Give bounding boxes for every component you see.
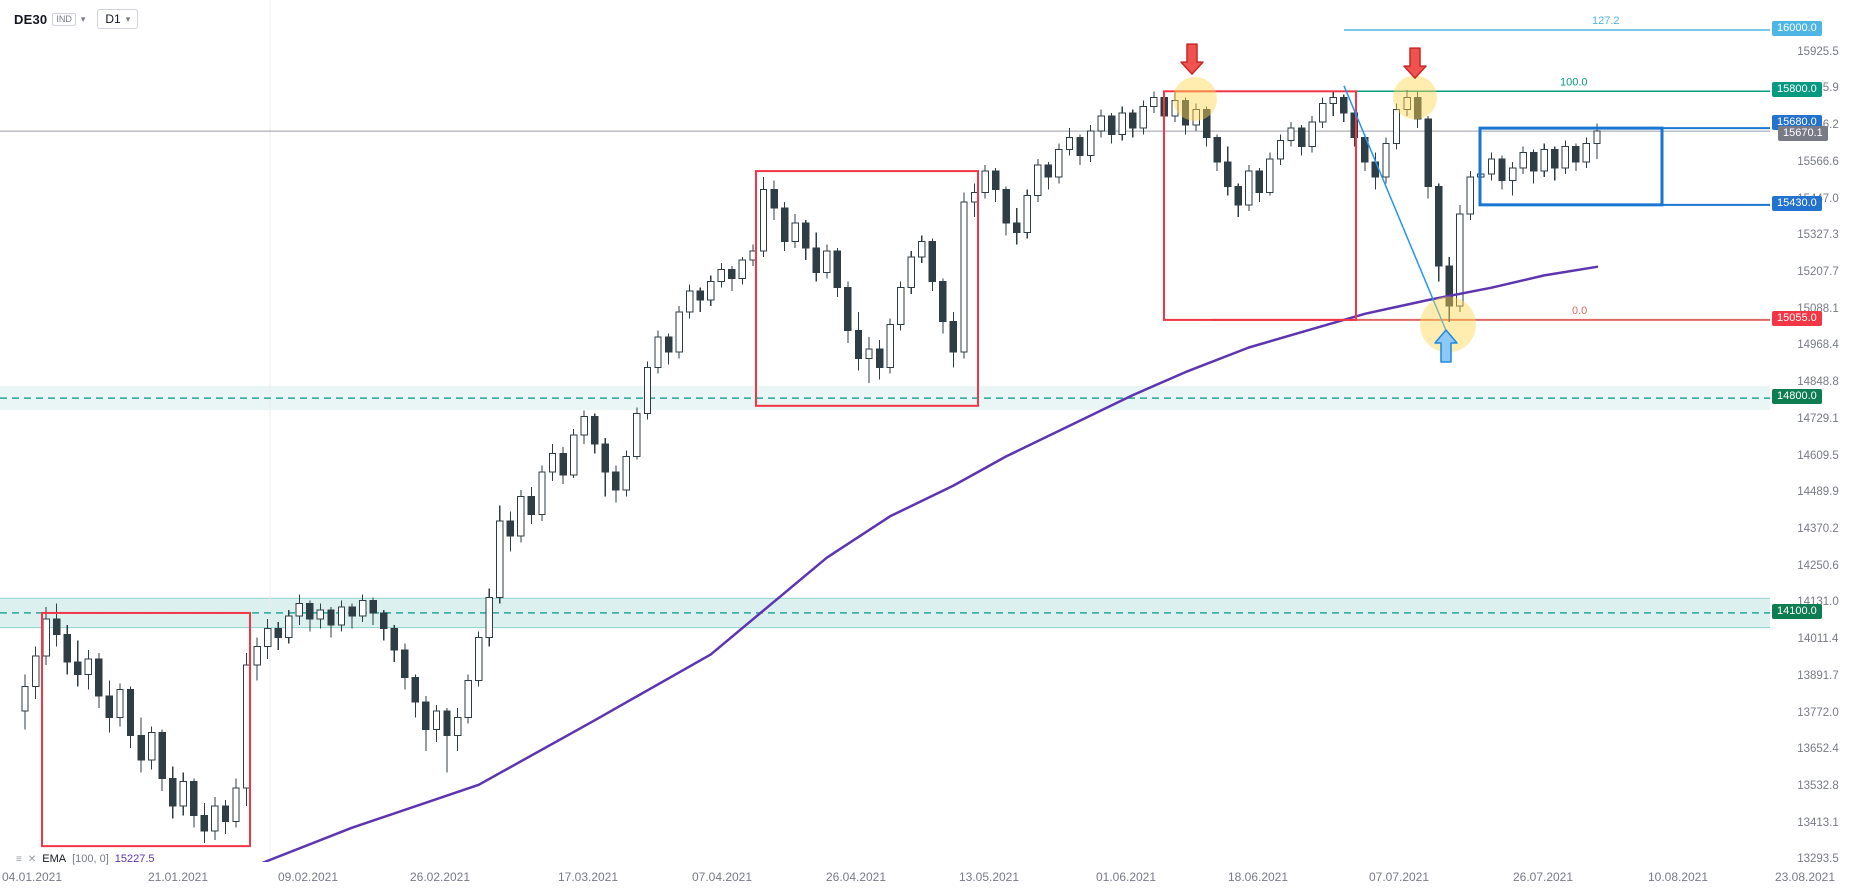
price-tick-label: 14489.9 xyxy=(1797,486,1839,499)
price-scale[interactable]: 15925.515805.915686.215566.615447.015327… xyxy=(1770,0,1866,865)
time-tick-label: 01.06.2021 xyxy=(1095,870,1157,884)
price-level-badge: 15800.0 xyxy=(1772,82,1822,98)
price-tick-label: 15566.6 xyxy=(1797,155,1839,168)
chevron-down-icon: ▾ xyxy=(125,13,131,24)
price-level-badge: 14800.0 xyxy=(1772,389,1822,405)
time-tick-label: 26.04.2021 xyxy=(825,870,887,884)
sell-arrow-icon[interactable] xyxy=(1180,43,1204,75)
symbol-type-badge: IND xyxy=(52,12,76,26)
ema-line xyxy=(245,265,1599,871)
time-tick-label: 26.02.2021 xyxy=(409,870,471,884)
price-tick-label: 15925.5 xyxy=(1797,45,1839,58)
timeframe-label: D1 xyxy=(105,12,121,26)
price-tick-label: 15207.7 xyxy=(1797,266,1839,279)
price-level-badge: 15430.0 xyxy=(1772,195,1822,211)
time-tick-label: 04.01.2021 xyxy=(1,870,63,884)
time-tick-label: 26.07.2021 xyxy=(1512,870,1574,884)
price-level-badge: 14100.0 xyxy=(1772,603,1822,619)
time-tick-label: 21.01.2021 xyxy=(147,870,209,884)
chevron-down-icon: ▾ xyxy=(80,13,86,24)
candles-layer xyxy=(21,89,1601,844)
support-zone xyxy=(0,385,1770,410)
breakdown-trendline[interactable] xyxy=(1343,85,1449,336)
sell-arrow-icon[interactable] xyxy=(1403,47,1427,79)
indicator-value: 15227.5 xyxy=(114,853,155,865)
current-price-badge: 15670.1 xyxy=(1778,126,1828,142)
fib-level-label: 0.0 xyxy=(1572,305,1587,317)
highlight-circle xyxy=(1173,76,1217,121)
buy-arrow-icon[interactable] xyxy=(1434,329,1458,363)
price-tick-label: 14968.4 xyxy=(1797,339,1839,352)
time-scale[interactable]: 04.01.2021 21.01.2021 09.02.2021 26.02.2021… xyxy=(0,862,1866,889)
indicator-close-icon[interactable]: ✕ xyxy=(27,853,37,865)
symbol-button[interactable]: DE30 IND ▾ xyxy=(14,12,85,27)
time-tick-label: 07.04.2021 xyxy=(691,870,753,884)
price-tick-label: 13413.1 xyxy=(1797,816,1839,829)
time-tick-label: 09.02.2021 xyxy=(277,870,339,884)
price-tick-label: 14609.5 xyxy=(1797,449,1839,462)
highlight-circle xyxy=(1393,75,1437,120)
consolidation-box-july[interactable] xyxy=(1478,126,1664,207)
time-tick-label: 13.05.2021 xyxy=(958,870,1020,884)
price-tick-label: 14848.8 xyxy=(1797,376,1839,389)
time-tick-label: 17.03.2021 xyxy=(557,870,619,884)
price-tick-label: 15327.3 xyxy=(1797,229,1839,242)
price-tick-label: 14729.1 xyxy=(1797,412,1839,425)
indicator-name: EMA xyxy=(42,853,67,865)
pattern-box-april[interactable] xyxy=(755,170,979,407)
chart-toolbar: DE30 IND ▾ D1 ▾ xyxy=(14,9,139,29)
price-level-badge: 16000.0 xyxy=(1772,20,1822,36)
time-tick-label: 18.06.2021 xyxy=(1227,870,1289,884)
price-level-badge: 15055.0 xyxy=(1772,310,1822,326)
price-tick-label: 14370.2 xyxy=(1797,523,1839,536)
indicator-menu-icon[interactable]: ≡ xyxy=(16,853,22,865)
pattern-box-january[interactable] xyxy=(41,611,251,848)
price-tick-label: 13772.0 xyxy=(1797,706,1839,719)
fib-level-label: 100.0 xyxy=(1560,76,1588,88)
time-tick-label: 23.08.2021 xyxy=(1774,870,1836,884)
time-tick-label: 10.08.2021 xyxy=(1647,870,1709,884)
indicator-legend: ≡ ✕ EMA [100, 0] 15227.5 xyxy=(16,853,155,865)
price-tick-label: 14011.4 xyxy=(1797,633,1839,646)
price-tick-label: 13652.4 xyxy=(1797,743,1839,756)
highlight-circle xyxy=(1420,296,1476,353)
pattern-box-june[interactable] xyxy=(1163,90,1357,321)
price-tick-label: 13891.7 xyxy=(1797,669,1839,682)
price-tick-label: 14250.6 xyxy=(1797,559,1839,572)
indicator-params: [100, 0] xyxy=(72,853,109,865)
price-tick-label: 13532.8 xyxy=(1797,779,1839,792)
symbol-label: DE30 xyxy=(14,11,48,27)
time-tick-label: 07.07.2021 xyxy=(1368,870,1430,884)
fib-level-label: 127.2 xyxy=(1592,15,1620,27)
timeframe-button[interactable]: D1 ▾ xyxy=(97,9,139,29)
